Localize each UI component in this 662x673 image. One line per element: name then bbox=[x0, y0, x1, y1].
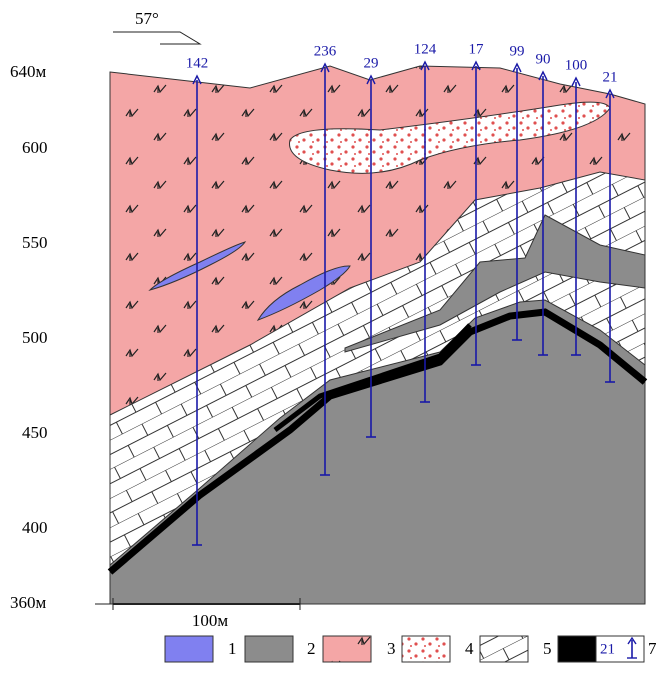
azimuth-arrow bbox=[113, 32, 200, 44]
borehole-label: 124 bbox=[414, 41, 437, 57]
borehole-label: 21 bbox=[603, 69, 618, 85]
azimuth: 57° bbox=[135, 9, 159, 28]
legend-label: 4 bbox=[465, 639, 474, 658]
legend-swatch bbox=[402, 636, 450, 662]
legend-label: 7 bbox=[648, 639, 657, 658]
legend-label: 5 bbox=[543, 639, 552, 658]
borehole-label: 29 bbox=[364, 55, 379, 71]
elevation-label: 500 bbox=[22, 328, 48, 347]
borehole-label: 99 bbox=[510, 43, 525, 59]
legend-sample: 21 bbox=[600, 641, 615, 657]
borehole-label: 142 bbox=[186, 55, 209, 71]
elevation-label: 450 bbox=[22, 423, 48, 442]
legend-label: 1 bbox=[228, 639, 237, 658]
borehole-label: 236 bbox=[314, 43, 337, 59]
elevation-label: 400 bbox=[22, 518, 48, 537]
legend-swatch bbox=[245, 636, 293, 662]
legend-label: 2 bbox=[307, 639, 316, 658]
geologic-section: 57° 100м 640м600550500450400360м14223629… bbox=[0, 0, 662, 673]
scale-label: 100м bbox=[192, 611, 229, 630]
legend-swatch bbox=[323, 636, 371, 662]
legend-label: 3 bbox=[387, 639, 396, 658]
borehole-label: 100 bbox=[565, 57, 588, 73]
elevation-label: 640м bbox=[10, 62, 47, 81]
borehole-label: 90 bbox=[536, 51, 551, 67]
borehole-label: 17 bbox=[469, 41, 485, 57]
legend-swatch bbox=[480, 636, 528, 662]
elevation-label: 550 bbox=[22, 233, 48, 252]
elevation-label: 600 bbox=[22, 138, 48, 157]
elevation-label: 360м bbox=[10, 593, 47, 612]
legend-swatch bbox=[165, 636, 213, 662]
